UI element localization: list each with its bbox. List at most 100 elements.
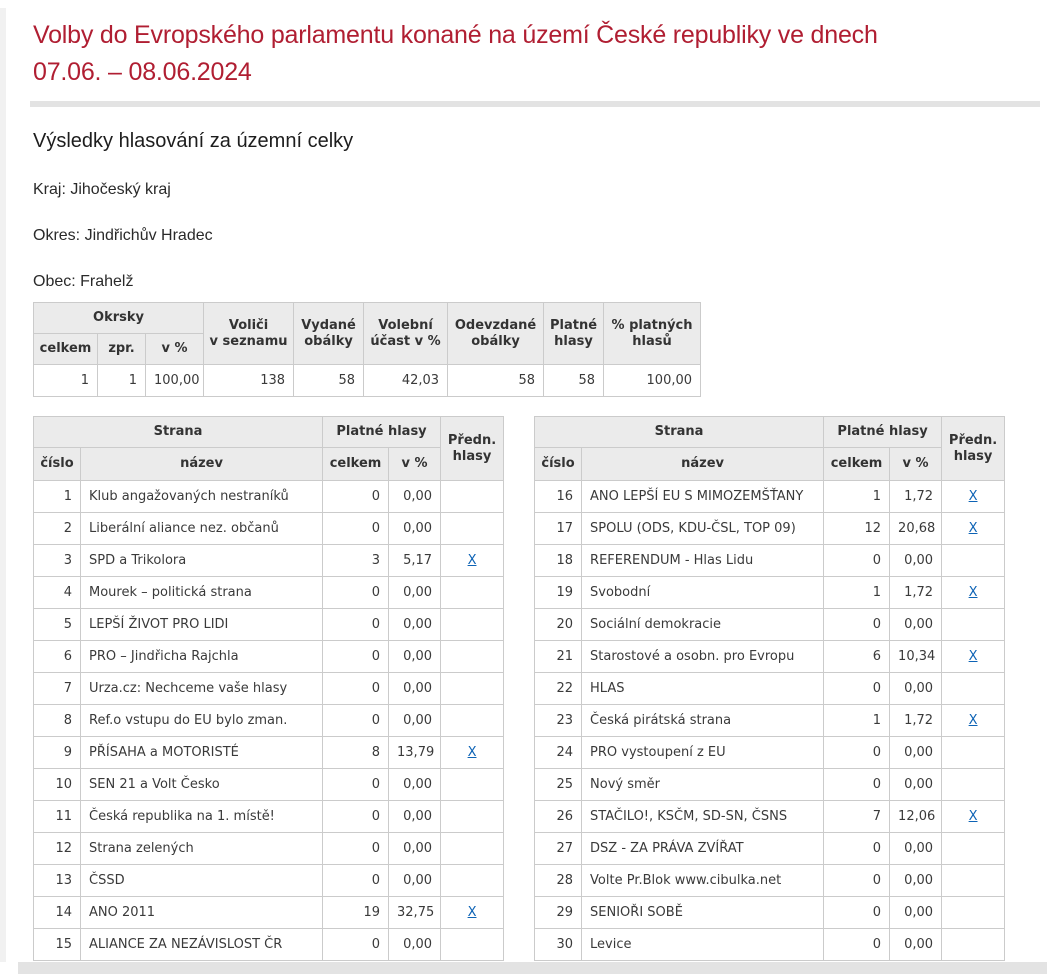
party-votes-pct: 1,72 — [889, 576, 943, 609]
party-row: 17 SPOLU (ODS, KDU-ČSL, TOP 09) 12 20,68… — [534, 512, 1006, 545]
party-number: 15 — [33, 928, 81, 961]
party-pref-cell — [440, 480, 505, 513]
party-row: 18 REFERENDUM - Hlas Lidu 0 0,00 — [534, 544, 1006, 577]
party-pref-cell — [941, 768, 1006, 801]
preferential-votes-link[interactable]: X — [968, 585, 978, 600]
party-votes-total: 0 — [322, 672, 390, 705]
party-votes-total: 0 — [322, 576, 390, 609]
col-okrsky-celkem: celkem — [33, 333, 98, 365]
party-number: 28 — [534, 864, 583, 897]
preferential-votes-link[interactable]: X — [467, 745, 477, 760]
col-vpct: v % — [388, 447, 442, 481]
party-pref-cell — [440, 512, 505, 545]
party-number: 27 — [534, 832, 583, 865]
party-votes-pct: 0,00 — [388, 608, 442, 641]
party-row: 30 Levice 0 0,00 — [534, 928, 1006, 961]
party-votes-total: 0 — [823, 672, 891, 705]
party-pref-cell: X — [440, 736, 505, 769]
party-votes-pct: 12,06 — [889, 800, 943, 833]
summary-ucast: 42,03 — [363, 364, 449, 397]
party-votes-pct: 0,00 — [388, 576, 442, 609]
party-name: Ref.o vstupu do EU bylo zman. — [79, 704, 324, 737]
col-predn-hlasy: Předn. hlasy — [440, 416, 505, 481]
party-number: 12 — [33, 832, 81, 865]
party-name: STAČILO!, KSČM, SD-SN, ČSNS — [581, 800, 825, 833]
party-pref-cell: X — [941, 512, 1006, 545]
party-votes-total: 0 — [823, 736, 891, 769]
party-votes-total: 3 — [322, 544, 390, 577]
col-strana: Strana — [534, 416, 825, 448]
party-row: 19 Svobodní 1 1,72 X — [534, 576, 1006, 609]
summary-table: Okrsky Voliči v seznamu Vydané obálky Vo… — [32, 302, 702, 397]
preferential-votes-link[interactable]: X — [968, 489, 978, 504]
party-number: 7 — [33, 672, 81, 705]
party-votes-total: 0 — [322, 480, 390, 513]
col-nazev: název — [79, 447, 324, 481]
party-votes-pct: 10,34 — [889, 640, 943, 673]
party-name: Volte Pr.Blok www.cibulka.net — [581, 864, 825, 897]
preferential-votes-link[interactable]: X — [968, 521, 978, 536]
preferential-votes-link[interactable]: X — [467, 905, 477, 920]
party-number: 18 — [534, 544, 583, 577]
party-table-right: Strana Platné hlasy Předn. hlasy číslo n… — [534, 416, 1006, 961]
party-row: 27 DSZ - ZA PRÁVA ZVÍŘAT 0 0,00 — [534, 832, 1006, 865]
party-number: 23 — [534, 704, 583, 737]
party-votes-total: 0 — [322, 608, 390, 641]
party-table-left: Strana Platné hlasy Předn. hlasy číslo n… — [32, 416, 505, 961]
preferential-votes-link[interactable]: X — [968, 713, 978, 728]
party-name: Starostové a osobn. pro Evropu — [581, 640, 825, 673]
party-row: 4 Mourek – politická strana 0 0,00 — [33, 576, 505, 609]
party-row: 23 Česká pirátská strana 1 1,72 X — [534, 704, 1006, 737]
party-name: SPOLU (ODS, KDU-ČSL, TOP 09) — [581, 512, 825, 545]
party-number: 6 — [33, 640, 81, 673]
party-table-body-left: 1 Klub angažovaných nestraníků 0 0,00 2 … — [33, 480, 505, 961]
party-number: 26 — [534, 800, 583, 833]
party-pref-cell: X — [941, 480, 1006, 513]
party-votes-pct: 0,00 — [388, 704, 442, 737]
party-number: 11 — [33, 800, 81, 833]
preferential-votes-link[interactable]: X — [467, 553, 477, 568]
party-votes-total: 0 — [322, 512, 390, 545]
party-name: LEPŠÍ ŽIVOT PRO LIDI — [79, 608, 324, 641]
party-name: Sociální demokracie — [581, 608, 825, 641]
party-votes-pct: 0,00 — [388, 800, 442, 833]
party-votes-total: 1 — [823, 480, 891, 513]
preferential-votes-link[interactable]: X — [968, 809, 978, 824]
party-votes-pct: 0,00 — [388, 864, 442, 897]
party-name: ANO 2011 — [79, 896, 324, 929]
party-row: 7 Urza.cz: Nechceme vaše hlasy 0 0,00 — [33, 672, 505, 705]
party-row: 2 Liberální aliance nez. občanů 0 0,00 — [33, 512, 505, 545]
party-votes-total: 0 — [322, 768, 390, 801]
col-volebni-ucast: Volební účast v % — [363, 302, 449, 365]
party-votes-pct: 0,00 — [889, 864, 943, 897]
party-name: SEN 21 a Volt Česko — [79, 768, 324, 801]
col-okrsky-zpr: zpr. — [97, 333, 146, 365]
col-okrsky-vpct: v % — [144, 333, 205, 365]
party-votes-total: 1 — [823, 576, 891, 609]
party-number: 22 — [534, 672, 583, 705]
party-pref-cell — [941, 896, 1006, 929]
party-number: 16 — [534, 480, 583, 513]
party-row: 28 Volte Pr.Blok www.cibulka.net 0 0,00 — [534, 864, 1006, 897]
party-name: PRO – Jindřicha Rajchla — [79, 640, 324, 673]
party-number: 8 — [33, 704, 81, 737]
col-platne-hlasy: Platné hlasy — [543, 302, 605, 365]
region-line: Kraj: Jihočeský kraj — [33, 181, 171, 198]
col-predn-hlasy: Předn. hlasy — [941, 416, 1006, 481]
section-title: Výsledky hlasování za územní celky — [33, 130, 354, 152]
municipality-line: Obec: Frahelž — [33, 273, 134, 290]
party-row: 6 PRO – Jindřicha Rajchla 0 0,00 — [33, 640, 505, 673]
party-row: 20 Sociální demokracie 0 0,00 — [534, 608, 1006, 641]
party-number: 29 — [534, 896, 583, 929]
party-pref-cell — [941, 736, 1006, 769]
party-votes-total: 0 — [322, 832, 390, 865]
preferential-votes-link[interactable]: X — [968, 649, 978, 664]
col-cislo: číslo — [33, 447, 81, 481]
party-votes-pct: 0,00 — [889, 608, 943, 641]
party-votes-pct: 1,72 — [889, 480, 943, 513]
party-votes-pct: 0,00 — [388, 512, 442, 545]
party-votes-total: 0 — [823, 928, 891, 961]
party-number: 21 — [534, 640, 583, 673]
party-tables: Strana Platné hlasy Předn. hlasy číslo n… — [32, 416, 1047, 961]
